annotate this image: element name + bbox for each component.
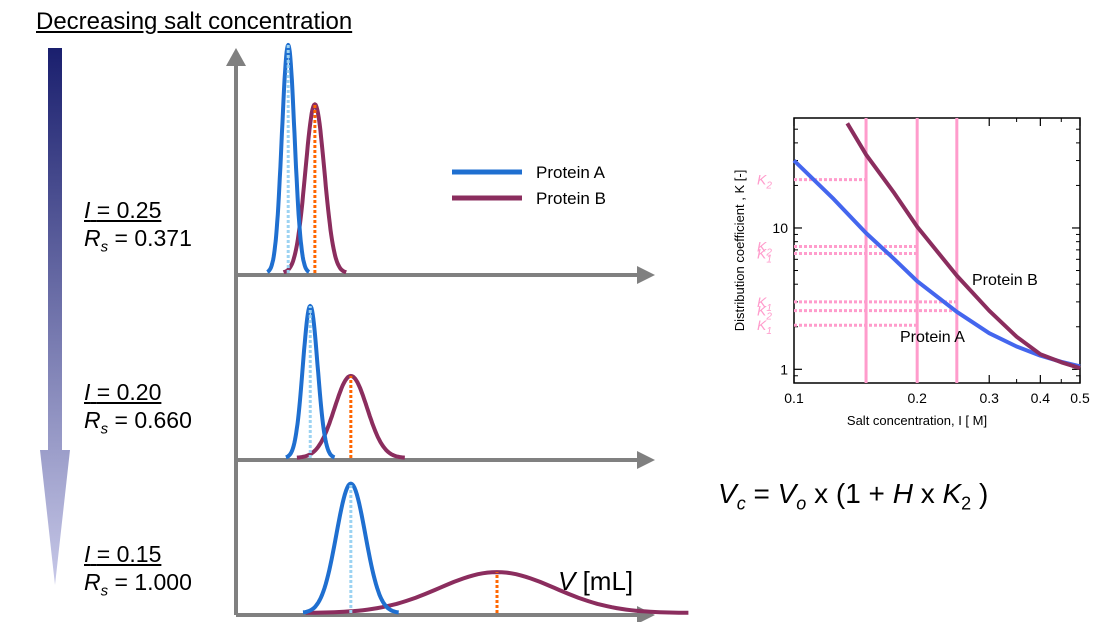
- y-tick-label: 1: [780, 361, 788, 377]
- y-axis-arrowhead: [226, 48, 246, 66]
- elution-volume-formula: Vc = Vo x (1 + H x K2 ): [718, 478, 989, 514]
- volume-axis-label: V [mL]: [558, 566, 634, 596]
- annotation-protein-a: Protein A: [900, 329, 965, 346]
- x-tick-label: 0.5: [1070, 390, 1090, 406]
- condition-1: I = 0.20 Rs = 0.660: [84, 379, 192, 438]
- x-tick-label: 0.1: [784, 390, 804, 406]
- x-axis-arrowhead: [637, 266, 655, 284]
- x-tick-label: 0.2: [907, 390, 927, 406]
- annotation-protein-b: Protein B: [972, 272, 1038, 289]
- y-axis-title: Distribution coefficient , K [-]: [732, 170, 747, 332]
- chromatogram-panels: [226, 43, 689, 622]
- x-axis-arrowhead: [637, 606, 655, 622]
- legend-label-protein-a: Protein A: [536, 163, 606, 182]
- y-tick-label: 10: [772, 220, 788, 236]
- chromatogram-panel-1: [236, 304, 655, 469]
- condition-0: I = 0.25 Rs = 0.371: [84, 197, 192, 256]
- peak-protein-b: [282, 102, 348, 275]
- peak-protein-a: [302, 481, 400, 615]
- chromatogram-panel-0: [236, 43, 655, 284]
- condition-2: I = 0.15 Rs = 1.000: [84, 541, 192, 600]
- k-label: K2: [757, 172, 772, 192]
- peak-protein-b: [296, 373, 406, 460]
- legend-label-protein-b: Protein B: [536, 189, 606, 208]
- x-axis-arrowhead: [637, 451, 655, 469]
- x-tick-label: 0.4: [1031, 390, 1051, 406]
- page-heading: Decreasing salt concentration: [36, 8, 353, 35]
- chromatogram-legend: Protein A Protein B: [452, 163, 606, 208]
- x-axis-title: Salt concentration, I [ M]: [847, 413, 987, 428]
- x-tick-label: 0.3: [979, 390, 999, 406]
- curve-protein-b: [845, 122, 1081, 371]
- chromatogram-panel-2: [236, 481, 689, 622]
- decreasing-salt-arrow: [40, 48, 70, 585]
- plot-frame: [793, 117, 1081, 384]
